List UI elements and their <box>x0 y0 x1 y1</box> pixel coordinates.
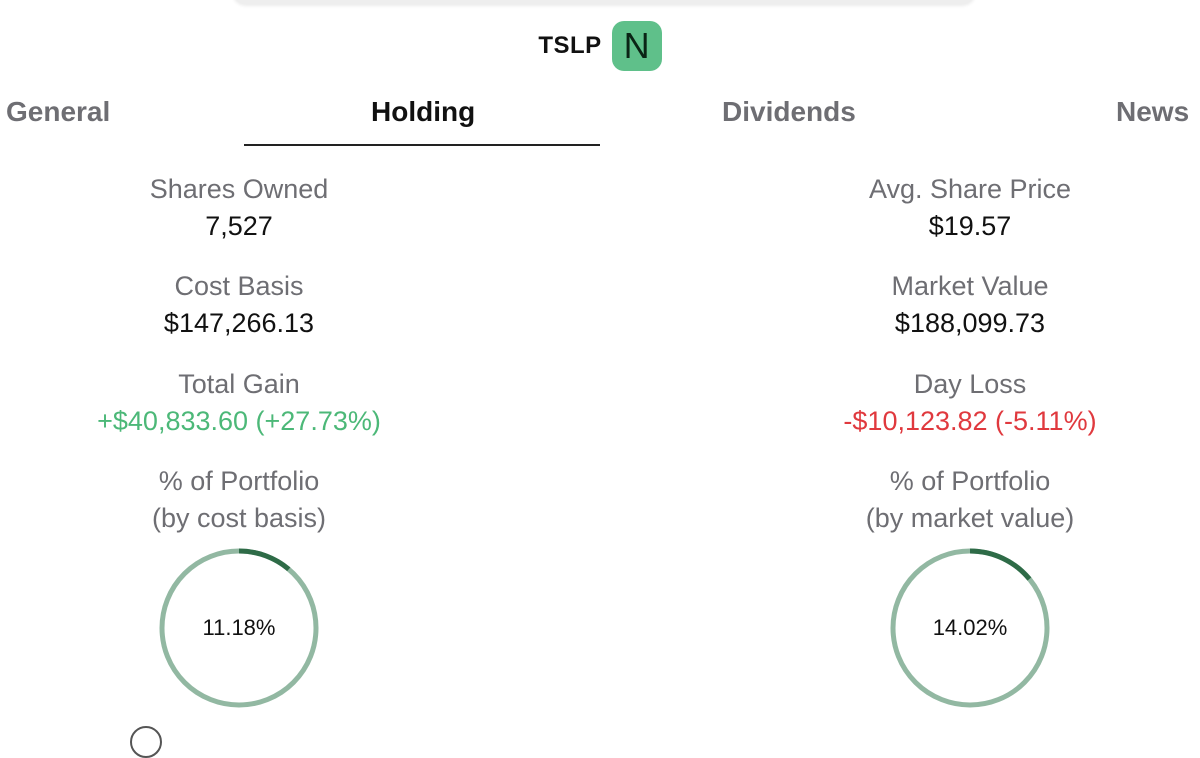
total-gain-value: +$40,833.60 (+27.73%) <box>97 406 381 436</box>
avg-share-price-label: Avg. Share Price <box>868 174 1072 204</box>
shares-owned-label: Shares Owned <box>149 174 329 204</box>
day-loss-stat: Day Loss -$10,123.82 (-5.11%) <box>720 366 1200 440</box>
tab-holding[interactable]: Holding <box>371 96 476 127</box>
market-value-value: $188,099.73 <box>894 308 1046 338</box>
ticker-symbol: TSLP <box>538 32 602 59</box>
portfolio-market-label: % of Portfolio <box>889 466 1051 496</box>
portfolio-cost-label: % of Portfolio <box>158 466 320 496</box>
ticker-header: TSLP N <box>0 20 1200 72</box>
cost-basis-label: Cost Basis <box>174 271 304 301</box>
portfolio-market-ring-progress <box>890 548 1050 708</box>
tab-news[interactable]: News <box>1116 96 1190 127</box>
cost-basis-value: $147,266.13 <box>163 308 315 338</box>
day-loss-value: -$10,123.82 (-5.11%) <box>843 406 1097 436</box>
exchange-badge-letter: N <box>623 25 650 66</box>
avg-share-price-stat: Avg. Share Price $19.57 <box>720 171 1200 245</box>
portfolio-cost-percent: 11.18% <box>202 615 276 640</box>
portfolio-cost-stat: % of Portfolio (by cost basis) <box>0 463 489 537</box>
avg-share-price-value: $19.57 <box>928 211 1012 241</box>
tab-dividends[interactable]: Dividends <box>722 96 856 127</box>
exchange-badge: N <box>611 21 662 71</box>
portfolio-market-sublabel: (by market value) <box>865 503 1075 533</box>
total-gain-stat: Total Gain +$40,833.60 (+27.73%) <box>0 366 489 440</box>
portfolio-cost-ring: 11.18% <box>158 547 320 709</box>
tab-general[interactable]: General <box>6 96 111 127</box>
sheet-grabber[interactable] <box>232 0 976 4</box>
portfolio-market-ring: 14.02% <box>889 547 1051 709</box>
total-gain-label: Total Gain <box>178 369 300 399</box>
portfolio-cost-sublabel: (by cost basis) <box>151 503 327 533</box>
active-tab-indicator <box>244 144 600 146</box>
day-loss-label: Day Loss <box>913 369 1027 399</box>
cost-basis-stat: Cost Basis $147,266.13 <box>0 268 489 342</box>
portfolio-market-stat: % of Portfolio (by market value) <box>720 463 1200 537</box>
portfolio-cost-ring-progress <box>159 548 319 708</box>
shares-owned-value: 7,527 <box>205 211 273 241</box>
shares-owned-stat: Shares Owned 7,527 <box>0 171 489 245</box>
market-value-stat: Market Value $188,099.73 <box>720 268 1200 342</box>
partial-icon <box>130 726 162 758</box>
market-value-label: Market Value <box>891 271 1049 301</box>
portfolio-market-percent: 14.02% <box>932 615 1008 640</box>
